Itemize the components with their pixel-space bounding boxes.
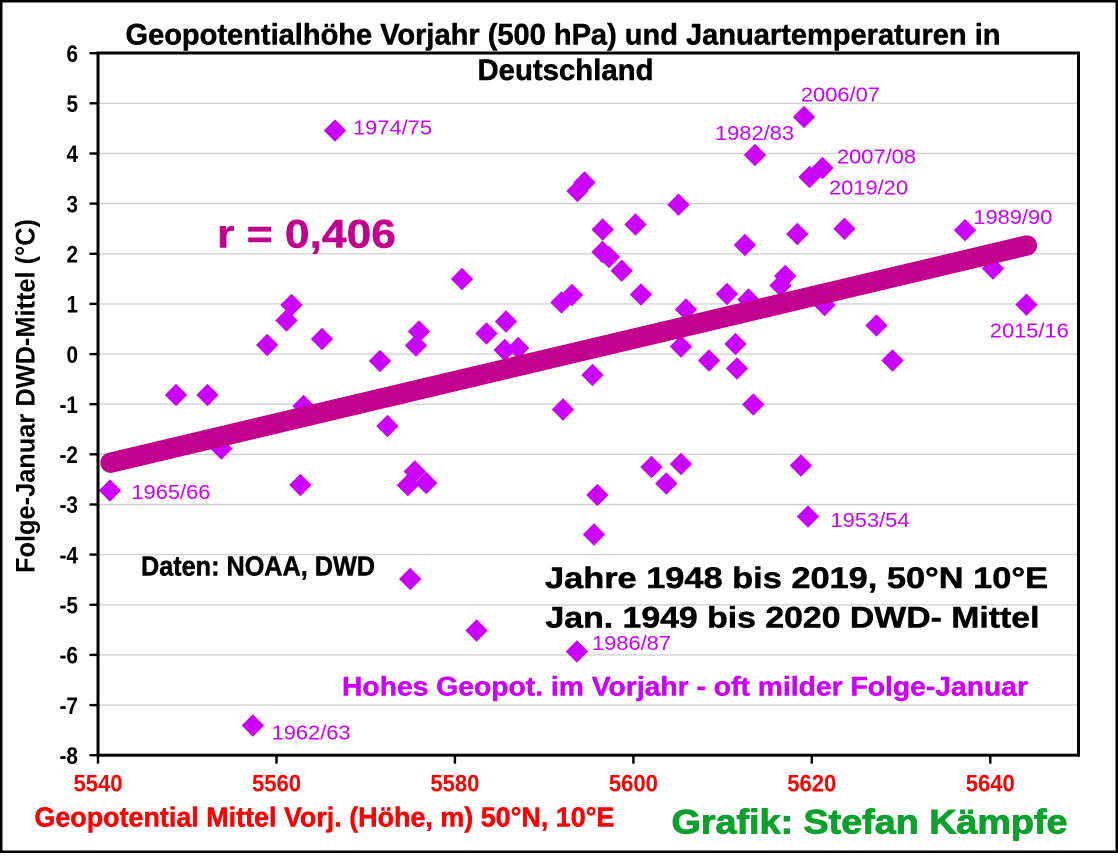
svg-text:2006/07: 2006/07: [801, 85, 880, 107]
svg-text:Jan. 1949 bis 2020 DWD- Mittel: Jan. 1949 bis 2020 DWD- Mittel: [546, 602, 1040, 635]
svg-text:5: 5: [67, 91, 79, 118]
svg-text:1: 1: [67, 292, 79, 319]
svg-text:2019/20: 2019/20: [829, 178, 908, 200]
svg-text:2015/16: 2015/16: [990, 320, 1069, 342]
svg-text:2007/08: 2007/08: [837, 146, 916, 168]
svg-text:Jahre 1948 bis 2019, 50°N 10°E: Jahre 1948 bis 2019, 50°N 10°E: [545, 562, 1048, 595]
svg-text:5580: 5580: [430, 770, 479, 797]
svg-text:-5: -5: [60, 593, 79, 620]
svg-text:5560: 5560: [252, 770, 301, 797]
svg-text:Grafik: Stefan Kämpfe: Grafik: Stefan Kämpfe: [672, 804, 1068, 842]
svg-text:1989/90: 1989/90: [973, 207, 1052, 229]
svg-text:5540: 5540: [74, 770, 123, 797]
svg-text:Geopotentialhöhe Vorjahr (500: Geopotentialhöhe Vorjahr (500 hPa) und J…: [126, 19, 1001, 52]
svg-text:1986/87: 1986/87: [592, 633, 671, 655]
svg-text:5600: 5600: [609, 770, 658, 797]
svg-text:Geopotential Mittel Vorj. (Höh: Geopotential Mittel Vorj. (Höhe, m) 50°N…: [34, 802, 614, 833]
svg-text:4: 4: [67, 141, 79, 168]
svg-text:-7: -7: [60, 693, 79, 720]
svg-text:Daten: NOAA, DWD: Daten: NOAA, DWD: [141, 551, 375, 582]
svg-text:-4: -4: [60, 542, 79, 569]
svg-text:Hohes Geopot. im Vorjahr - oft: Hohes Geopot. im Vorjahr - oft milder Fo…: [342, 671, 1028, 701]
svg-text:Folge-Januar DWD-Mittel (°C): Folge-Januar DWD-Mittel (°C): [11, 219, 41, 573]
svg-text:-3: -3: [60, 492, 79, 519]
svg-text:3: 3: [67, 191, 79, 218]
svg-text:5620: 5620: [787, 770, 836, 797]
svg-text:-8: -8: [60, 743, 79, 770]
svg-text:1965/66: 1965/66: [131, 482, 210, 504]
svg-text:0: 0: [67, 342, 79, 369]
svg-text:1982/83: 1982/83: [715, 123, 794, 145]
svg-text:-6: -6: [60, 643, 79, 670]
svg-text:1962/63: 1962/63: [272, 723, 351, 745]
svg-text:1974/75: 1974/75: [353, 118, 432, 140]
svg-text:-2: -2: [60, 442, 79, 469]
svg-text:2: 2: [67, 242, 79, 269]
svg-text:6: 6: [67, 41, 79, 68]
svg-text:r = 0,406: r = 0,406: [217, 213, 396, 257]
svg-text:5640: 5640: [966, 770, 1015, 797]
svg-text:1953/54: 1953/54: [831, 510, 910, 532]
svg-text:Deutschland: Deutschland: [478, 54, 654, 87]
svg-text:-1: -1: [60, 392, 79, 419]
